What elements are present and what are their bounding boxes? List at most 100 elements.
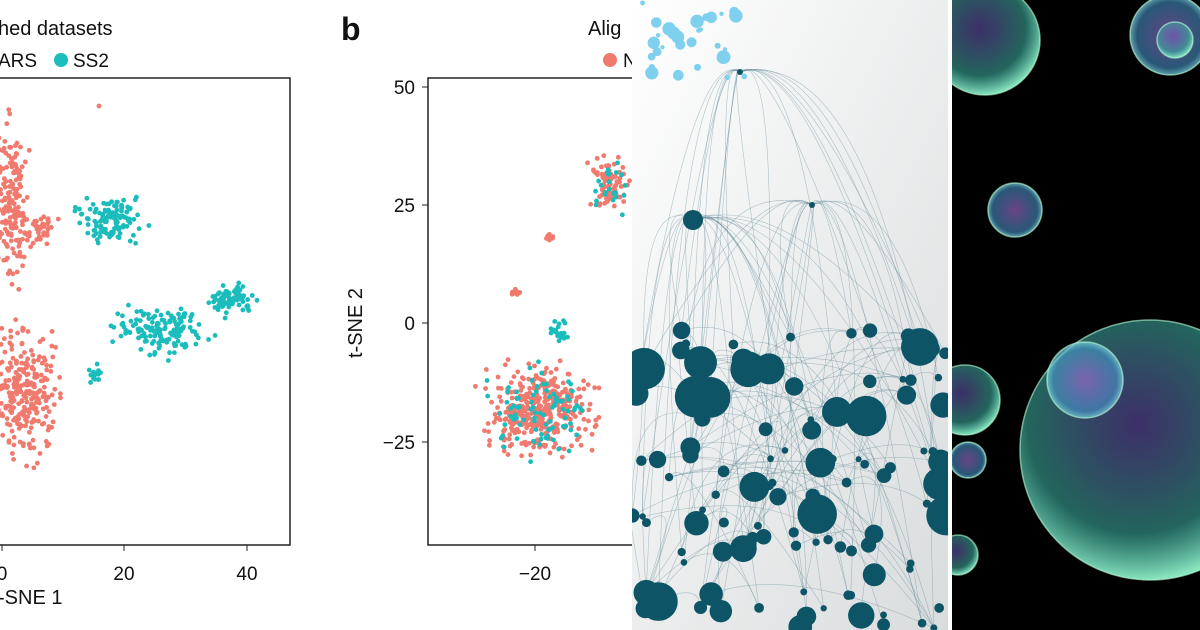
scatter-dot bbox=[22, 159, 28, 165]
network-node bbox=[758, 422, 773, 437]
scatter-dot bbox=[196, 322, 202, 327]
scatter-dot bbox=[14, 358, 19, 364]
scatter-dot bbox=[131, 232, 136, 238]
network-edge bbox=[681, 199, 813, 331]
network-edge bbox=[769, 480, 807, 617]
scatter-dot bbox=[179, 342, 185, 348]
scatter-dot bbox=[46, 424, 52, 429]
scatter-dot bbox=[30, 395, 36, 400]
scatter-dot bbox=[566, 448, 572, 454]
scatter-dot bbox=[4, 164, 10, 170]
scatter-dot bbox=[51, 402, 57, 407]
scatter-dot bbox=[495, 405, 500, 410]
scatter-dot bbox=[44, 377, 50, 383]
network-node bbox=[690, 14, 704, 29]
scatter-dot bbox=[134, 317, 139, 323]
network-edge bbox=[811, 202, 923, 624]
network-edge bbox=[690, 328, 852, 456]
network-node bbox=[729, 6, 739, 17]
scatter-dot bbox=[3, 150, 9, 156]
network-node bbox=[934, 603, 945, 613]
scatter-dot bbox=[555, 429, 561, 435]
scatter-dot bbox=[24, 382, 30, 388]
scatter-dot bbox=[45, 221, 50, 227]
scatter-dot bbox=[8, 238, 14, 244]
scatter-dot bbox=[176, 333, 182, 338]
scatter-dot bbox=[34, 460, 40, 466]
scatter-dot bbox=[12, 220, 18, 226]
scatter-dot bbox=[614, 179, 620, 184]
scatter-dot bbox=[158, 312, 164, 318]
scatter-dot bbox=[30, 240, 36, 246]
scatter-dot bbox=[1, 238, 7, 244]
scatter-dot bbox=[560, 424, 566, 429]
scatter-dot bbox=[49, 392, 55, 398]
network-edge bbox=[669, 471, 875, 575]
scatter-dot bbox=[240, 284, 246, 289]
scatter-dot bbox=[7, 394, 13, 400]
scatter-dot bbox=[8, 364, 14, 370]
scatter-dot bbox=[22, 391, 28, 397]
network-node bbox=[841, 477, 852, 488]
scatter-dot bbox=[2, 349, 8, 355]
scatter-dot bbox=[567, 404, 573, 410]
scatter-dot bbox=[94, 361, 100, 367]
scatter-dot bbox=[568, 381, 574, 387]
scatter-dot bbox=[154, 308, 160, 314]
scatter-dot bbox=[0, 432, 6, 438]
scatter-dot bbox=[0, 191, 4, 197]
scatter-dot bbox=[604, 199, 610, 204]
scatter-dot bbox=[0, 209, 6, 214]
scatter-dot bbox=[529, 399, 534, 405]
scatter-dot bbox=[537, 442, 542, 447]
network-node bbox=[860, 459, 870, 469]
scatter-dot bbox=[152, 313, 158, 319]
scatter-dot bbox=[41, 214, 47, 220]
scatter-dot bbox=[613, 170, 619, 175]
scatter-dot bbox=[72, 208, 78, 214]
scatter-dot bbox=[137, 318, 143, 324]
scatter-dot bbox=[95, 371, 101, 377]
scatter-dot bbox=[127, 238, 133, 244]
scatter-dot bbox=[552, 402, 557, 408]
scatter-dot bbox=[553, 366, 559, 372]
scatter-dot bbox=[517, 290, 523, 295]
scatter-dot bbox=[504, 399, 510, 405]
scatter-dot bbox=[24, 237, 30, 243]
scatter-dot bbox=[118, 333, 124, 339]
scatter-dot bbox=[9, 281, 15, 287]
network-node bbox=[682, 447, 699, 464]
scatter-dot bbox=[36, 418, 41, 424]
scatter-dot bbox=[621, 193, 627, 198]
scatter-dot bbox=[121, 197, 127, 203]
scatter-dot bbox=[234, 297, 240, 303]
scatter-dot bbox=[17, 249, 23, 255]
scatter-dot bbox=[548, 418, 553, 424]
scatter-dot bbox=[9, 399, 15, 405]
network-node bbox=[906, 559, 915, 568]
network-node bbox=[834, 541, 847, 553]
scatter-dot bbox=[592, 424, 598, 430]
network-edge bbox=[692, 356, 903, 380]
scatter-dot bbox=[526, 422, 532, 428]
scatter-dot bbox=[581, 416, 587, 422]
scatter-dot bbox=[613, 190, 618, 195]
scatter-dot bbox=[551, 437, 556, 443]
scatter-dot bbox=[215, 291, 221, 297]
scatter-dot bbox=[57, 375, 63, 380]
scatter-dot bbox=[87, 206, 93, 212]
scatter-dot bbox=[536, 417, 542, 423]
scatter-dot bbox=[562, 415, 568, 421]
network-node bbox=[693, 63, 702, 71]
scatter-dot bbox=[593, 417, 599, 423]
scatter-dot bbox=[24, 365, 29, 370]
scatter-dot bbox=[42, 358, 48, 363]
scatter-dot bbox=[112, 226, 117, 231]
scatter-dot bbox=[591, 167, 596, 173]
scatter-dot bbox=[49, 343, 55, 349]
network-node bbox=[784, 377, 804, 396]
scatter-dot bbox=[194, 332, 199, 338]
network-edge bbox=[685, 200, 813, 344]
network-node bbox=[755, 528, 772, 545]
network-edge bbox=[692, 217, 805, 592]
